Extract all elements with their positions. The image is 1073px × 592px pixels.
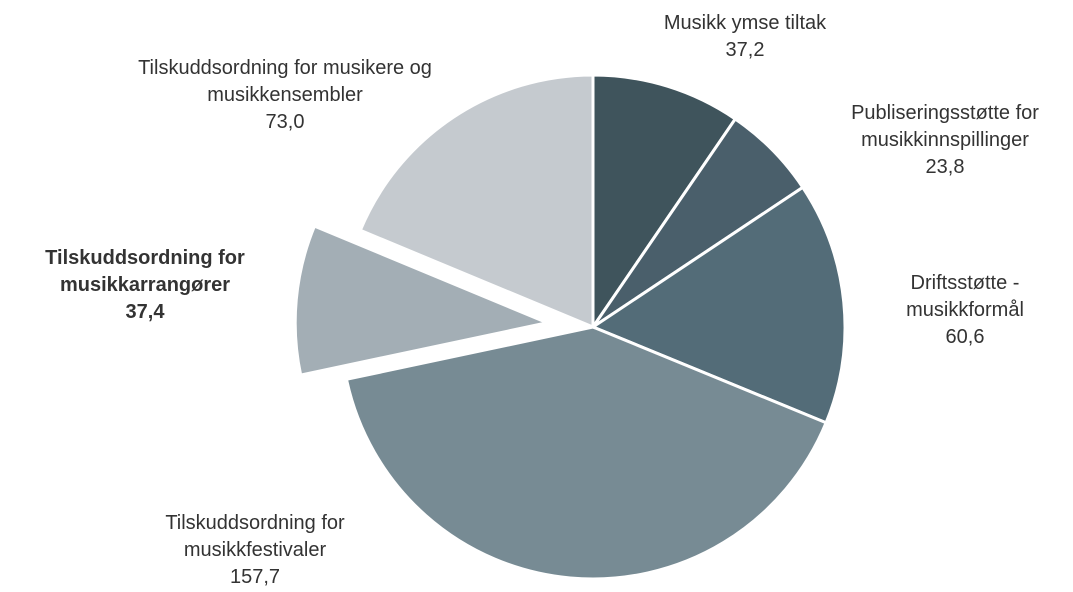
pie-slice xyxy=(293,224,553,377)
category-name: Publiseringsstøtte for musikkinnspilling… xyxy=(851,102,1039,151)
category-name: Musikk ymse tiltak xyxy=(663,12,827,34)
slice-label: Tilskuddsordning for musikere og musikke… xyxy=(120,55,450,136)
slice-label: Publiseringsstøtte for musikkinnspilling… xyxy=(825,100,1065,181)
value-label: 73,0 xyxy=(265,111,305,133)
value-label: 23,8 xyxy=(925,156,965,178)
value-label: 37,4 xyxy=(125,301,165,323)
slice-label: Tilskuddsordning for musikkfestivaler 157… xyxy=(135,510,375,591)
slice-label: Musikk ymse tiltak 37,2 xyxy=(615,10,875,64)
category-name: Driftsstøtte - musikkformål xyxy=(906,272,1024,321)
value-label: 60,6 xyxy=(945,326,985,348)
slice-label: Driftsstøtte - musikkformål 60,6 xyxy=(875,270,1055,351)
category-name: Tilskuddsordning for musikere og musikke… xyxy=(138,57,432,106)
category-name: Tilskuddsordning for musikkfestivaler xyxy=(165,512,345,561)
pie-slice xyxy=(589,185,847,425)
pie-slice xyxy=(358,73,595,330)
value-label: 157,7 xyxy=(229,566,281,588)
value-label: 37,2 xyxy=(725,39,765,61)
category-name: Tilskuddsordning for musikkarrangører xyxy=(45,247,245,296)
pie-slice xyxy=(344,325,829,581)
pie-slice xyxy=(591,73,738,332)
slice-label: Tilskuddsordning for musikkarrangører 37,… xyxy=(5,245,285,326)
